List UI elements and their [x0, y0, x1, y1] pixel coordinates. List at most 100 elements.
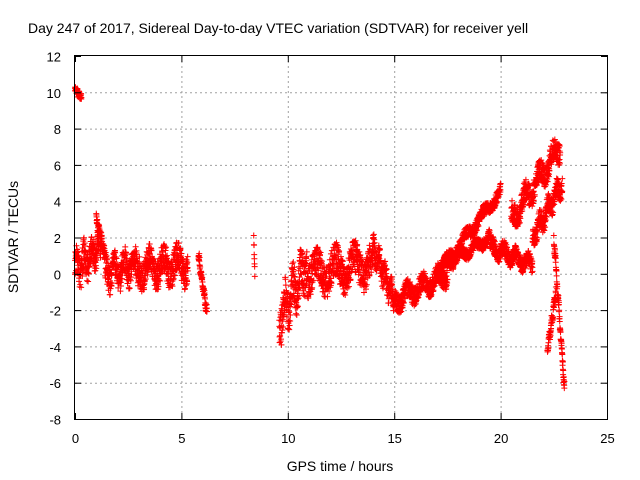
data-point	[375, 242, 382, 249]
y-tick-label: 12	[47, 50, 61, 65]
series-isolated	[250, 232, 258, 280]
data-point	[376, 246, 383, 253]
data-point	[344, 284, 351, 291]
data-point	[141, 277, 148, 284]
data-point	[556, 142, 563, 149]
y-tick-label: 6	[54, 158, 61, 173]
data-point	[534, 177, 541, 184]
data-point	[412, 298, 419, 305]
data-point	[529, 268, 536, 275]
data-point	[314, 244, 321, 251]
data-point	[183, 260, 190, 267]
data-point	[360, 275, 367, 282]
data-point	[417, 289, 424, 296]
series-morning-3	[101, 243, 142, 298]
data-point	[550, 232, 557, 239]
y-tick-label: 4	[54, 195, 61, 210]
data-point	[294, 303, 301, 310]
data-point	[278, 329, 285, 336]
data-point	[309, 284, 316, 291]
y-tick-label: 0	[54, 267, 61, 282]
data-point	[327, 275, 334, 282]
data-point	[530, 188, 537, 195]
data-point	[317, 252, 324, 259]
data-point	[250, 232, 257, 239]
data-point	[184, 259, 191, 266]
x-tick-label: 25	[600, 431, 614, 446]
data-point	[286, 308, 293, 315]
data-point	[531, 191, 538, 198]
data-point	[128, 271, 135, 278]
data-point	[556, 307, 563, 314]
data-point	[136, 253, 143, 260]
data-point	[146, 240, 153, 247]
data-point	[148, 247, 155, 254]
data-point	[124, 280, 131, 287]
x-tick-label: 20	[494, 431, 508, 446]
data-point	[303, 260, 310, 267]
data-point	[560, 367, 567, 374]
data-point	[94, 252, 101, 259]
data-point	[183, 282, 190, 289]
data-point	[293, 312, 300, 319]
data-point	[85, 270, 92, 277]
data-point	[105, 275, 112, 282]
data-point	[388, 282, 395, 289]
series-afternoon-3	[433, 226, 493, 281]
data-point	[438, 268, 445, 275]
data-point	[444, 276, 451, 283]
plot-frame	[74, 55, 608, 420]
data-point	[317, 249, 324, 256]
data-point	[542, 224, 549, 231]
data-point	[157, 277, 164, 284]
data-point	[557, 329, 564, 336]
data-point	[349, 251, 356, 258]
data-point	[518, 208, 525, 215]
y-tick-label: 2	[54, 231, 61, 246]
data-point	[561, 385, 568, 392]
data-point	[533, 182, 540, 189]
data-point	[280, 323, 287, 330]
data-point	[107, 285, 114, 292]
axis-ticks: 0 5 10 15 20 25 -8 -6 -4 -2 0 2 4 6 8 10 12	[47, 50, 615, 447]
data-point	[79, 260, 86, 267]
data-point	[368, 269, 375, 276]
data-point	[542, 217, 549, 224]
data-point	[324, 293, 331, 300]
data-point	[345, 283, 352, 290]
data-point	[351, 263, 358, 270]
data-point	[555, 299, 562, 306]
data-point	[113, 255, 120, 262]
x-tick-label: 0	[72, 431, 79, 446]
data-point	[371, 244, 378, 251]
data-point	[450, 265, 457, 272]
data-point	[357, 252, 364, 259]
series-evening-2	[508, 136, 564, 230]
data-point	[282, 276, 289, 283]
data-point	[290, 259, 297, 266]
data-point	[118, 275, 125, 282]
data-point	[85, 278, 92, 285]
data-point	[400, 299, 407, 306]
data-point	[319, 258, 326, 265]
data-point	[340, 285, 347, 292]
data-point	[475, 222, 482, 229]
data-point	[339, 258, 346, 265]
data-point	[554, 283, 561, 290]
data-point	[363, 281, 370, 288]
data-point	[497, 186, 504, 193]
data-point	[282, 282, 289, 289]
y-axis-label: SDTVAR / TECUs	[5, 181, 21, 293]
series-midday-1	[276, 246, 310, 348]
data-point	[551, 136, 558, 143]
data-point	[553, 267, 560, 274]
data-point	[125, 285, 132, 292]
data-point	[366, 242, 373, 249]
data-point	[377, 257, 384, 264]
data-point	[92, 256, 99, 263]
data-point	[557, 195, 564, 202]
data-point	[164, 252, 171, 259]
data-point	[371, 236, 378, 243]
data-point	[99, 238, 106, 245]
data-point	[283, 313, 290, 320]
